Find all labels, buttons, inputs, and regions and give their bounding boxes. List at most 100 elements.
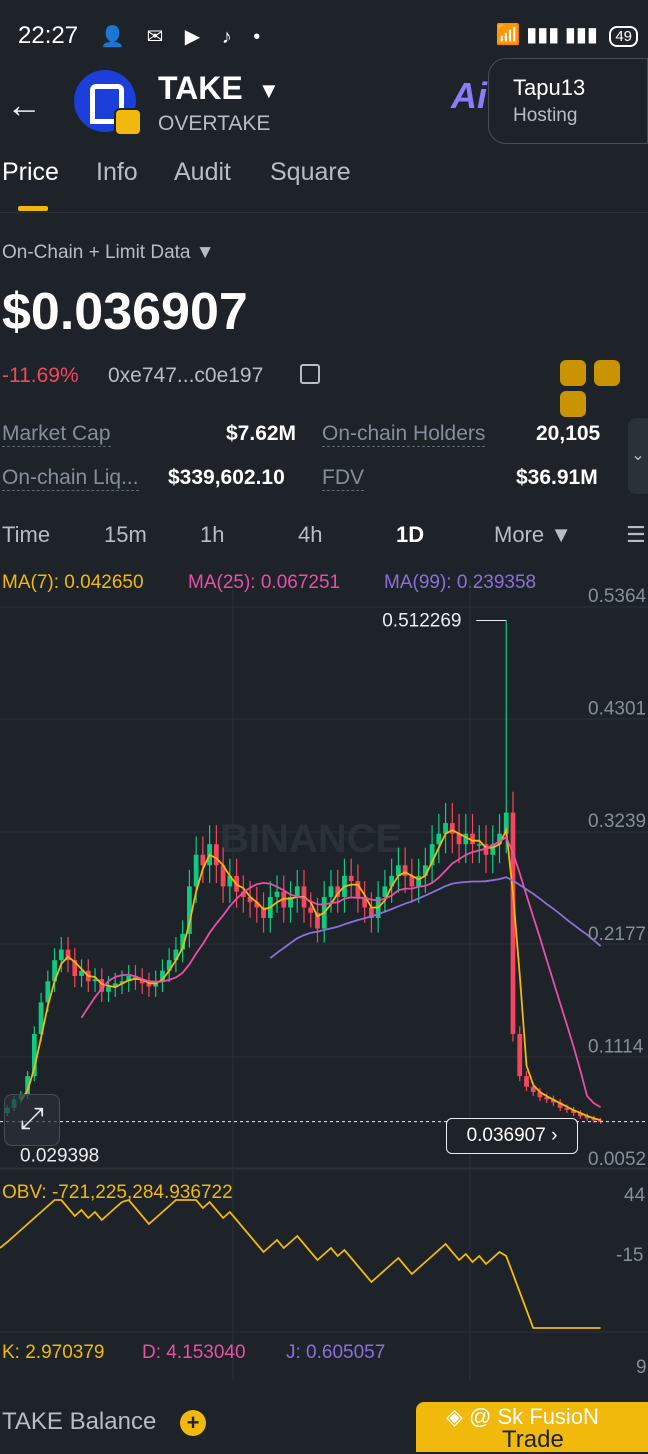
candle-body bbox=[240, 891, 246, 897]
ai-icon[interactable]: Ai bbox=[451, 75, 487, 116]
shield-badge-icon[interactable] bbox=[594, 360, 620, 386]
kdj-j-legend: J: 0.605057 bbox=[286, 1342, 386, 1363]
candle-body bbox=[578, 1113, 583, 1117]
candle-body bbox=[470, 833, 475, 845]
candle-body bbox=[72, 960, 78, 976]
candle-body bbox=[335, 886, 341, 897]
tab-audit[interactable]: Audit bbox=[174, 158, 231, 186]
trade-label[interactable]: Trade bbox=[502, 1426, 564, 1453]
notification-icons: 👤 ✉ ▶ ♪ • bbox=[100, 26, 269, 48]
candle-body bbox=[490, 844, 496, 855]
candle-body bbox=[315, 912, 320, 929]
candle-body bbox=[402, 865, 408, 876]
liquidity-label[interactable]: On-chain Liq... bbox=[2, 466, 139, 491]
candle-body bbox=[348, 875, 354, 882]
trade-button[interactable]: ◈ @ Sk FusioN Trade bbox=[416, 1402, 648, 1453]
candle-body bbox=[112, 983, 118, 987]
signal-battery: 📶 ▮▮▮ ▮▮▮ 49 bbox=[496, 22, 638, 47]
candle-body bbox=[254, 902, 260, 908]
tf-more[interactable]: More ▼ bbox=[494, 522, 573, 547]
candle-body bbox=[193, 854, 199, 887]
market-cap-label[interactable]: Market Cap bbox=[2, 422, 111, 447]
candle-body bbox=[261, 907, 266, 919]
candle-body bbox=[524, 1076, 529, 1087]
candle-body bbox=[436, 833, 442, 845]
fdv-label[interactable]: FDV bbox=[322, 466, 364, 491]
add-balance-icon[interactable]: + bbox=[180, 1410, 206, 1436]
bnb-badge-icon[interactable] bbox=[560, 391, 586, 417]
candle-body bbox=[187, 886, 192, 934]
candle-body bbox=[31, 1033, 37, 1077]
host-username: Tapu13 bbox=[513, 75, 586, 100]
candle-body bbox=[476, 844, 482, 846]
tab-info[interactable]: Info bbox=[96, 158, 138, 186]
expand-stats-button[interactable]: ⌄ bbox=[628, 418, 648, 494]
candle-body bbox=[106, 986, 111, 992]
status-bar: 22:27 👤 ✉ ▶ ♪ • 📶 ▮▮▮ ▮▮▮ 49 bbox=[0, 0, 648, 70]
candle-body bbox=[213, 844, 219, 866]
candle-body bbox=[99, 979, 105, 992]
y-axis-label: 0.0052 bbox=[588, 1149, 646, 1170]
ai-assistant-button[interactable]: Ai Tapu13 Hosting bbox=[451, 58, 648, 144]
fullscreen-icon[interactable]: ⤢ bbox=[4, 1094, 60, 1146]
candle-body bbox=[288, 896, 293, 908]
candle-body bbox=[166, 960, 172, 971]
low-marker-label: 0.029398 bbox=[20, 1145, 99, 1166]
kdj-k-legend: K: 2.970379 bbox=[2, 1342, 105, 1363]
kdj-axis-label: 9 bbox=[636, 1357, 647, 1378]
candle-body bbox=[355, 881, 361, 897]
candle-body bbox=[517, 1033, 523, 1077]
candle-body bbox=[551, 1099, 556, 1103]
candle-body bbox=[571, 1109, 577, 1114]
bnb-chain-badge-icon bbox=[114, 108, 142, 136]
candle-body bbox=[544, 1097, 550, 1100]
fdv-value: $36.91M bbox=[516, 466, 598, 489]
tf-15m[interactable]: 15m bbox=[104, 522, 147, 547]
candle-body bbox=[409, 875, 415, 887]
candle-body bbox=[220, 865, 226, 887]
token-symbol[interactable]: TAKE bbox=[158, 70, 243, 106]
candle-body bbox=[463, 833, 469, 845]
candle-body bbox=[38, 1002, 44, 1034]
candle-body bbox=[416, 875, 421, 887]
back-arrow-icon[interactable]: ← bbox=[6, 84, 42, 125]
high-marker-label: 0.512269 bbox=[382, 610, 461, 631]
tf-4h[interactable]: 4h bbox=[298, 522, 323, 547]
tab-bar: Price Info Audit Square bbox=[0, 150, 648, 213]
candle-body bbox=[160, 970, 165, 982]
chart-settings-icon[interactable]: ☰ bbox=[626, 522, 646, 547]
candle-body bbox=[328, 886, 334, 897]
price-chart[interactable]: BINANCE 0.512269 0.029398 0.5364 0.4301 0.3… bbox=[0, 580, 648, 1380]
current-price-label[interactable]: 0.036907 › bbox=[446, 1118, 578, 1154]
creator-watermark: ◈ @ Sk FusioN bbox=[446, 1404, 599, 1429]
candle-body bbox=[422, 865, 428, 876]
candle-body bbox=[119, 981, 125, 984]
market-cap-value: $7.62M bbox=[226, 422, 297, 445]
candle-body bbox=[247, 896, 253, 903]
token-header: ← TAKE ▼ OVERTAKE Ai Tapu13 Hosting bbox=[0, 58, 648, 144]
copy-icon[interactable] bbox=[300, 364, 320, 384]
chevron-down-icon[interactable]: ▼ bbox=[258, 78, 280, 103]
data-source-dropdown[interactable]: On-Chain + Limit Data ▼ bbox=[2, 242, 215, 263]
candle-body bbox=[25, 1076, 30, 1096]
candle-body bbox=[79, 970, 84, 976]
chart-watermark: BINANCE bbox=[220, 817, 402, 861]
sprout-badge-icon[interactable] bbox=[560, 360, 586, 386]
candle-body bbox=[510, 812, 516, 1034]
tf-1h[interactable]: 1h bbox=[200, 522, 225, 547]
candle-body bbox=[537, 1091, 543, 1098]
price-change: -11.69% bbox=[2, 364, 79, 387]
tab-price[interactable]: Price bbox=[2, 158, 59, 186]
candle-body bbox=[557, 1102, 563, 1108]
holders-value: 20,105 bbox=[536, 422, 601, 445]
candle-body bbox=[396, 865, 401, 876]
holders-label[interactable]: On-chain Holders bbox=[322, 422, 486, 447]
candle-body bbox=[200, 854, 206, 866]
tab-square[interactable]: Square bbox=[270, 158, 351, 186]
candle-body bbox=[429, 844, 435, 866]
tf-1d[interactable]: 1D bbox=[396, 522, 425, 547]
tf-time[interactable]: Time bbox=[2, 522, 51, 547]
signal-icon: 📶 ▮▮▮ ▮▮▮ bbox=[495, 24, 598, 46]
token-badges bbox=[560, 360, 648, 422]
candle-body bbox=[530, 1086, 536, 1092]
